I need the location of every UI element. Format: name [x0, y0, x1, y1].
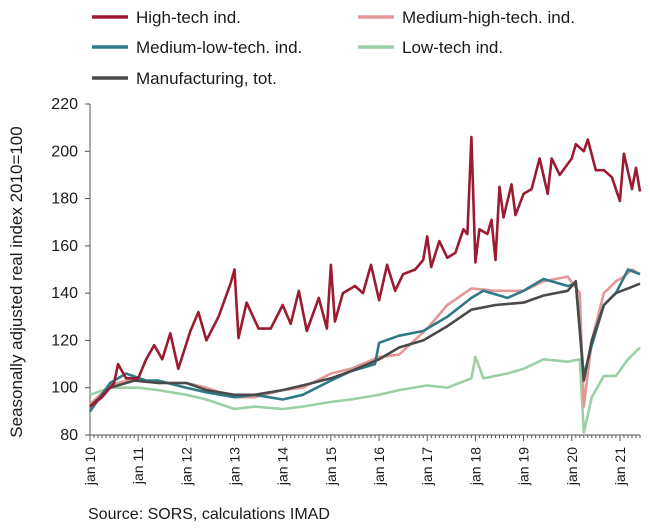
x-tick-label: jan 16	[371, 447, 387, 486]
plot-area: 80 100 120 140 160 180 200 220 jan 10 jan 11 jan 1…	[51, 96, 642, 486]
legend-label: Low-tech ind.	[402, 38, 503, 57]
x-tick-label: jan 18	[467, 447, 483, 486]
x-tick-label: jan 14	[275, 447, 291, 486]
x-tick-label: jan 19	[516, 447, 532, 486]
y-axis-label: Seasonally adjusted real index 2010=100	[7, 126, 26, 437]
series-line-manufacturing-tot	[89, 280, 641, 408]
y-tick-label: 100	[51, 380, 78, 397]
y-tick-label: 120	[51, 332, 78, 349]
x-tick-label: jan 12	[178, 447, 194, 486]
legend-label: Medium-high-tech. ind.	[402, 8, 575, 27]
chart-legend: High-tech ind. Medium-high-tech. ind. Medi…	[92, 8, 575, 88]
source-note: Source: SORS, calculations IMAD	[88, 506, 330, 523]
x-tick-label: jan 15	[323, 447, 339, 486]
series-line-high-tech-ind	[89, 135, 642, 408]
y-tick-label: 180	[51, 191, 78, 208]
legend-label: Medium-low-tech. ind.	[136, 38, 302, 57]
y-tick-label: 200	[51, 143, 78, 160]
legend-label: High-tech ind.	[136, 8, 241, 27]
x-tick-label: jan 13	[227, 447, 243, 486]
y-tick-label: 160	[51, 238, 78, 255]
series-layer	[88, 135, 642, 434]
y-tick-label: 220	[51, 96, 78, 113]
x-tick-label: jan 11	[130, 447, 146, 485]
axes: 80 100 120 140 160 180 200 220 jan 10 jan 11 jan 1…	[51, 96, 641, 486]
x-tick-label: jan 21	[612, 447, 628, 486]
x-tick-label: jan 17	[419, 447, 435, 486]
x-tick-label: jan 20	[564, 447, 580, 486]
y-tick-label: 140	[51, 285, 78, 302]
x-tick-label: jan 10	[82, 447, 98, 486]
series-line-low-tech-ind	[89, 346, 641, 434]
legend-label: Manufacturing, tot.	[136, 69, 277, 88]
y-tick-label: 80	[60, 427, 78, 444]
